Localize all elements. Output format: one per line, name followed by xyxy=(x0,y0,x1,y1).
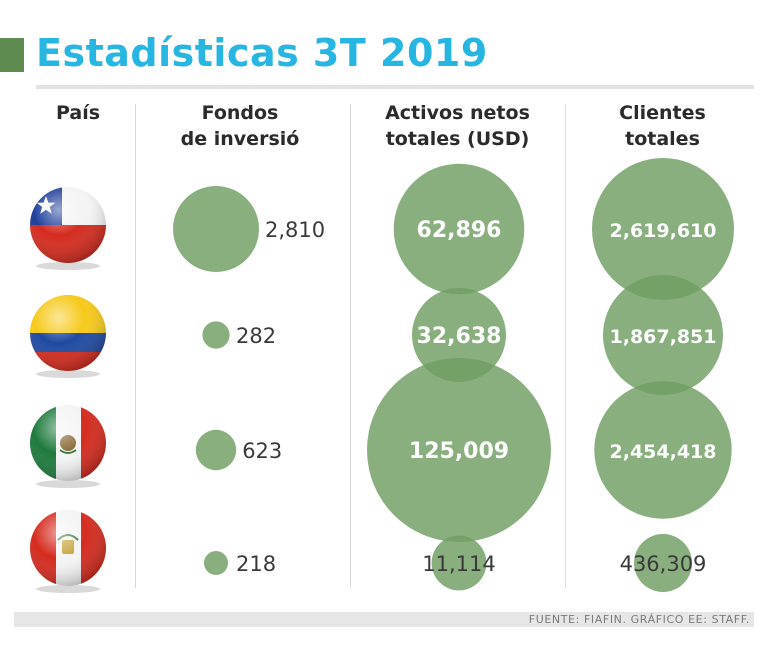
colombia-flag-icon xyxy=(30,295,106,378)
bubble-funds-mexico xyxy=(195,429,237,471)
bubble-layer xyxy=(173,158,734,592)
label-assets-chile: 62,896 xyxy=(417,218,502,243)
label-assets-mexico: 125,009 xyxy=(409,439,509,464)
bubble-clients-peru xyxy=(634,534,692,592)
bubble-clients-mexico xyxy=(594,381,732,519)
bubble-clients-chile xyxy=(592,158,734,300)
column-header-assets: Activos netos totales (USD) xyxy=(350,100,565,152)
label-funds-mexico: 623 xyxy=(242,439,282,463)
column-header-funds-line1: Fondos xyxy=(201,102,279,124)
label-clients-mexico: 2,454,418 xyxy=(610,441,717,463)
column-header-funds-line2: de inversió xyxy=(180,128,300,150)
bubble-funds-peru xyxy=(204,551,228,575)
column-header-assets-line1: Activos netos xyxy=(385,102,530,124)
label-clients-colombia: 1,867,851 xyxy=(610,326,717,348)
label-assets-peru: 11,114 xyxy=(422,552,495,576)
bubble-assets-mexico xyxy=(367,358,551,542)
column-header-assets-line2: totales (USD) xyxy=(385,128,530,150)
title-divider xyxy=(36,85,754,89)
peru-flag-icon xyxy=(30,510,106,593)
chile-flag-icon xyxy=(30,187,106,270)
label-assets-colombia: 32,638 xyxy=(417,324,502,349)
source-note: FUENTE: FIAFIN. GRÁFICO EE: STAFF. xyxy=(528,613,750,626)
column-header-country: País xyxy=(40,100,116,126)
column-divider xyxy=(135,104,136,588)
column-divider xyxy=(350,104,351,588)
bubble-clients-colombia xyxy=(603,275,723,395)
footer-bar xyxy=(14,612,754,627)
label-funds-peru: 218 xyxy=(236,552,276,576)
column-header-funds: Fondos de inversió xyxy=(150,100,330,152)
label-funds-colombia: 282 xyxy=(236,324,276,348)
value-label-layer: 2,810 282 623 218 62,896 32,638 125,009 11,114 2… xyxy=(236,218,716,576)
label-clients-chile: 2,619,610 xyxy=(610,220,717,242)
label-funds-chile: 2,810 xyxy=(265,218,325,242)
bubble-funds-chile xyxy=(173,186,259,272)
column-header-country-label: País xyxy=(55,102,101,124)
column-divider xyxy=(565,104,566,588)
bubble-assets-chile xyxy=(393,163,525,295)
mexico-flag-icon xyxy=(30,405,106,488)
title-accent-bar xyxy=(0,38,24,72)
page-title: Estadísticas 3T 2019 xyxy=(36,31,488,75)
column-header-clients-line2: totales xyxy=(625,128,700,150)
label-clients-peru: 436,309 xyxy=(620,552,707,576)
bubble-assets-colombia xyxy=(412,288,506,382)
bubble-funds-colombia xyxy=(202,321,230,349)
bubble-assets-peru xyxy=(431,535,487,591)
column-header-clients: Clientes totales xyxy=(565,100,760,152)
column-header-clients-line1: Clientes xyxy=(619,102,706,124)
